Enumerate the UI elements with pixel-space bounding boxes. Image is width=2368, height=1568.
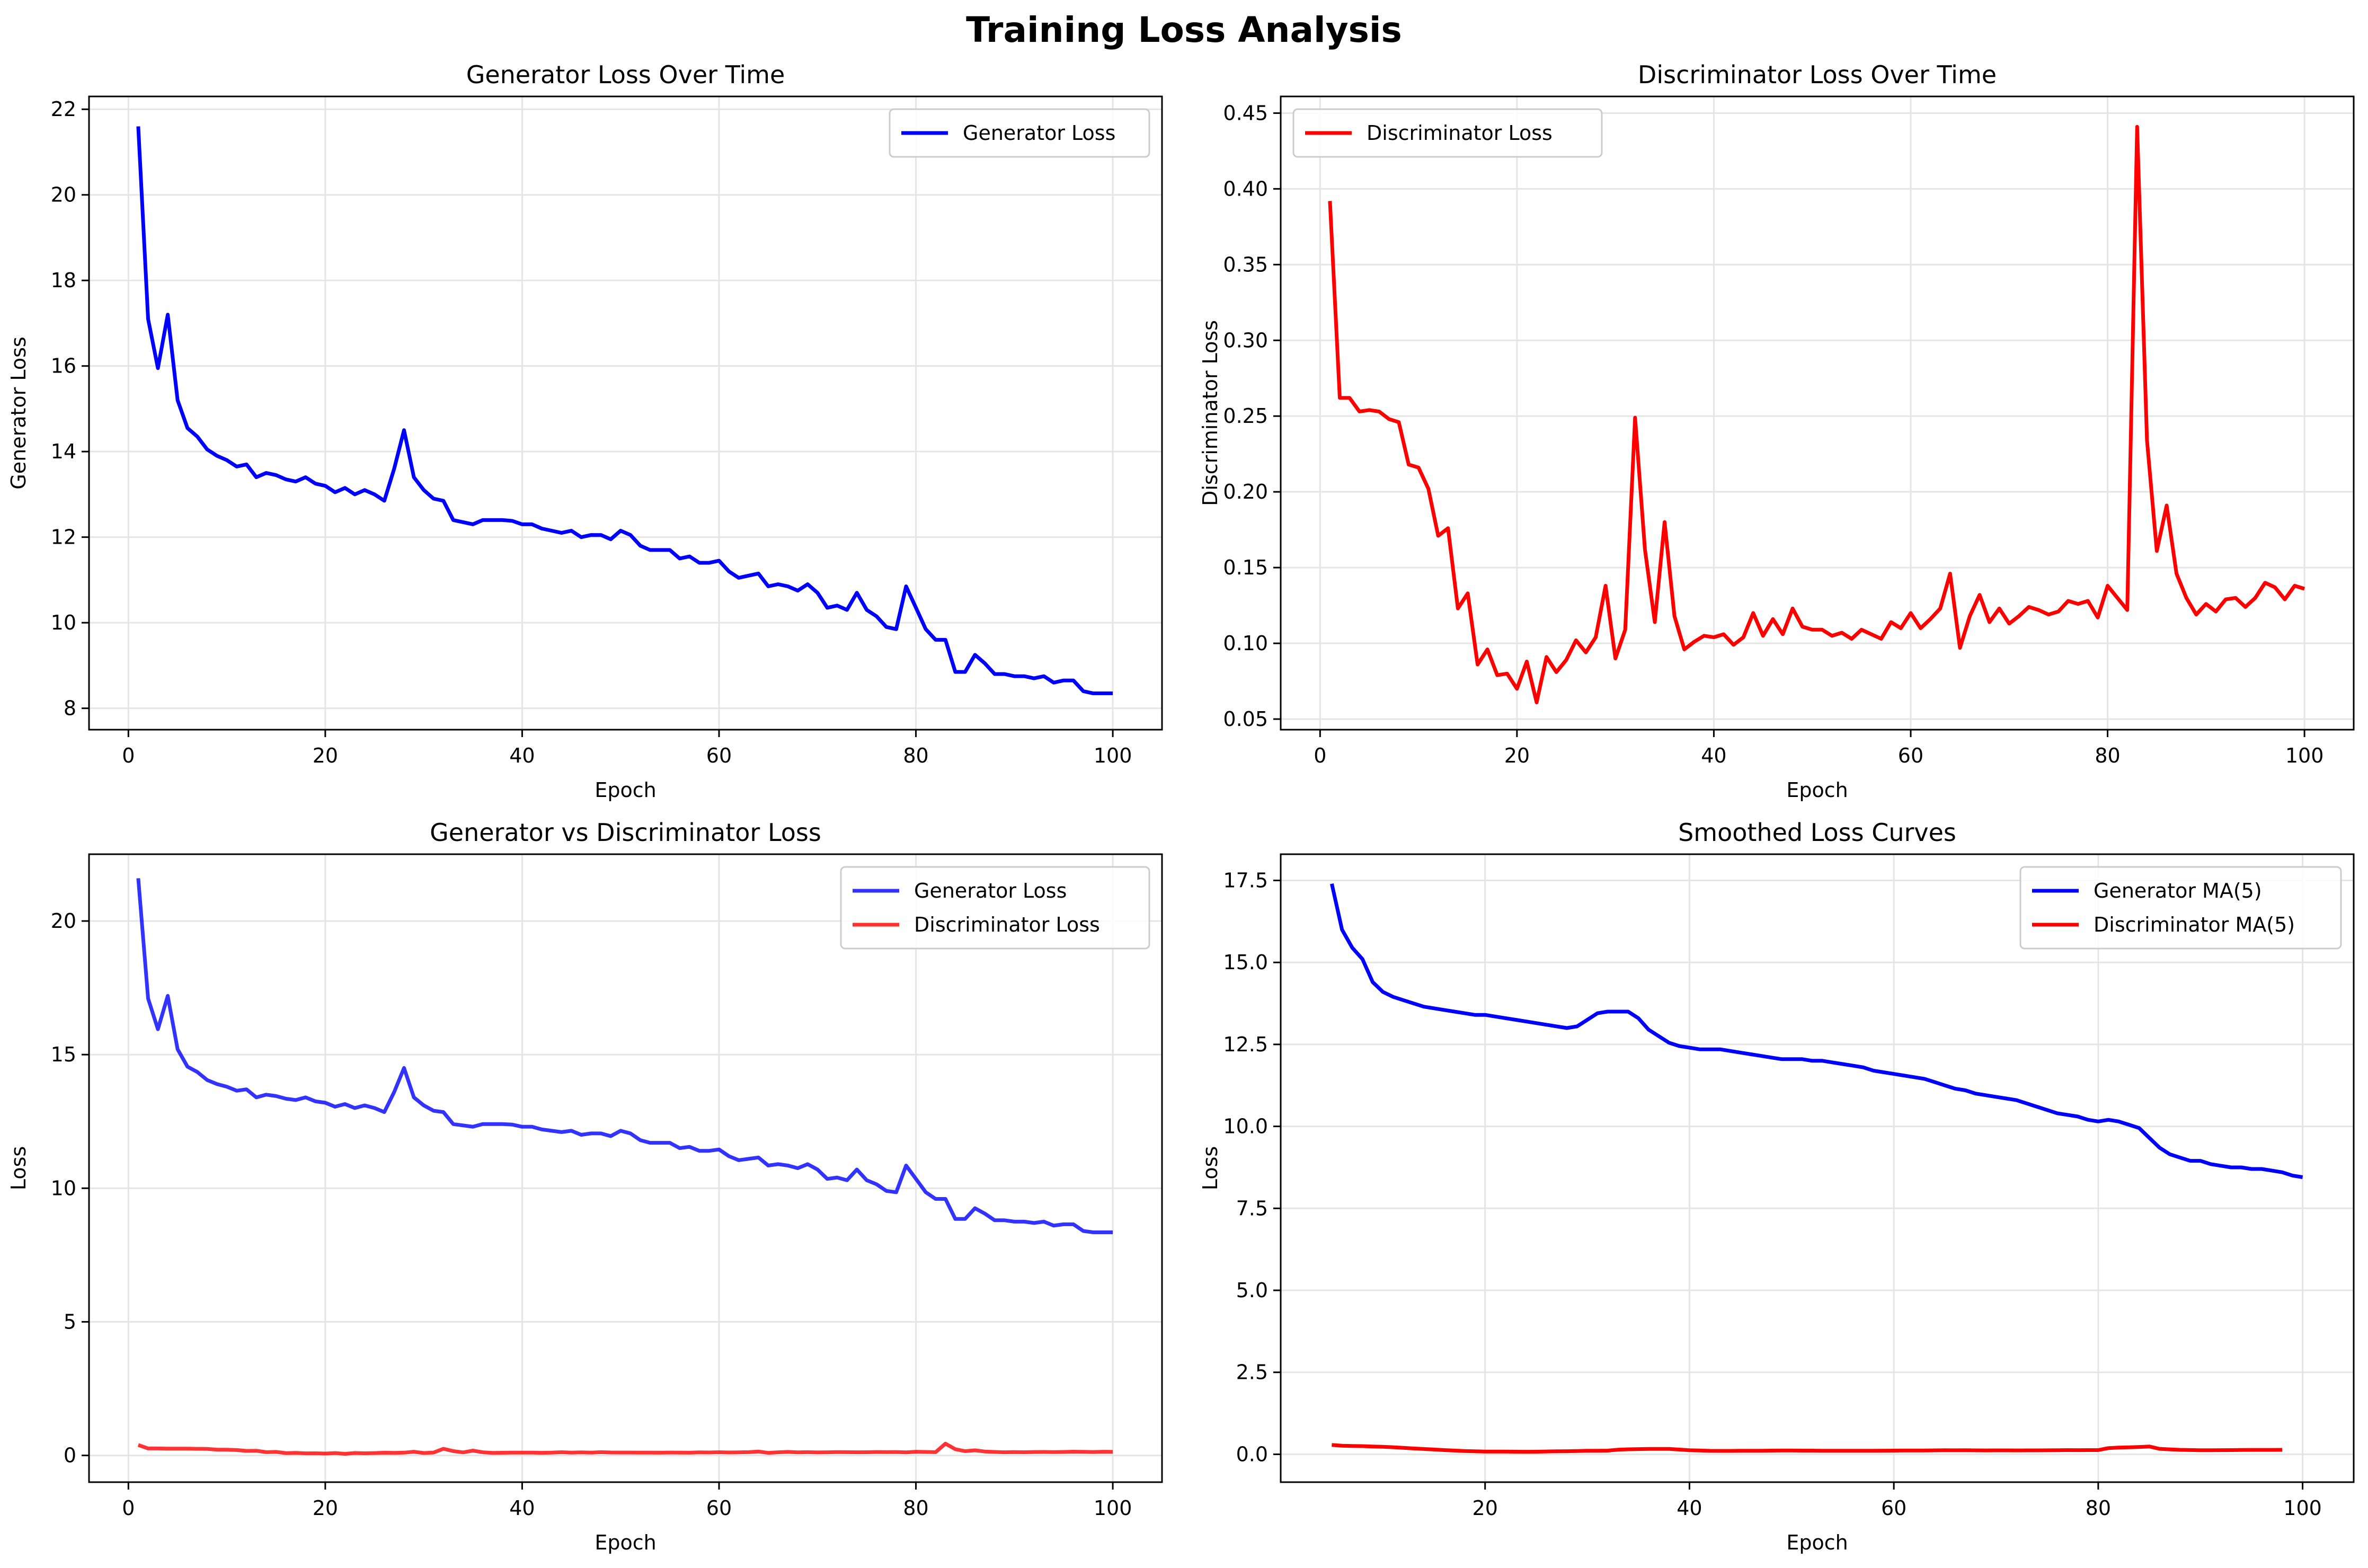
y-axis-label: Loss — [1199, 1146, 1222, 1190]
y-tick-label: 16 — [51, 355, 76, 378]
y-tick-label: 0.15 — [1223, 556, 1268, 579]
series-line-1 — [1329, 883, 2303, 1179]
y-tick-label: 14 — [51, 440, 76, 463]
legend-label: Generator Loss — [914, 879, 1067, 902]
x-tick-label: 40 — [509, 744, 535, 767]
series-line-1 — [136, 126, 1113, 695]
y-tick-label: 5.0 — [1236, 1279, 1268, 1302]
x-tick-label: 100 — [1094, 1496, 1132, 1520]
x-axis-label: Epoch — [595, 778, 656, 802]
subplot-4: 20 40 60 80 100 0.0 2.5 5.0 7.5 10.0 12.5 15.0 17.5 S… — [1199, 818, 2355, 1554]
x-axis-label: Epoch — [1786, 778, 1848, 802]
y-tick-label: 8 — [64, 697, 76, 720]
y-tick-label: 0.0 — [1236, 1442, 1268, 1466]
y-tick-label: 0.05 — [1223, 707, 1268, 731]
y-tick-label: 15.0 — [1223, 951, 1268, 974]
y-tick-label: 0.35 — [1223, 253, 1268, 276]
y-axis-label: Discriminator Loss — [1199, 320, 1222, 506]
y-tick-label: 20 — [51, 183, 76, 207]
x-tick-label: 80 — [2095, 744, 2120, 767]
legend-label: Generator MA(5) — [2094, 879, 2262, 902]
y-tick-label: 7.5 — [1236, 1197, 1268, 1220]
y-tick-label: 0.30 — [1223, 329, 1268, 352]
legend-label: Discriminator Loss — [1367, 121, 1553, 145]
y-tick-label: 17.5 — [1223, 869, 1268, 892]
legend-box — [840, 866, 1150, 950]
series-line-1 — [1328, 125, 2305, 704]
x-tick-label: 40 — [1701, 744, 1726, 767]
x-tick-label: 80 — [2086, 1496, 2111, 1520]
y-tick-label: 18 — [51, 269, 76, 292]
legend: Generator Loss — [889, 108, 1150, 158]
x-tick-label: 0 — [1314, 744, 1326, 767]
legend-label: Generator Loss — [963, 121, 1115, 145]
y-tick-label: 0.20 — [1223, 480, 1268, 503]
x-tick-label: 60 — [1881, 1496, 1906, 1520]
legend: Discriminator Loss — [1292, 108, 1603, 158]
y-tick-label: 0.45 — [1223, 101, 1268, 125]
x-tick-label: 20 — [1473, 1496, 1498, 1520]
x-tick-label: 100 — [2283, 1496, 2322, 1520]
x-axis-label: Epoch — [595, 1531, 656, 1554]
legend-box — [2019, 866, 2342, 950]
x-tick-label: 20 — [1504, 744, 1530, 767]
x-tick-label: 80 — [903, 1496, 928, 1520]
x-tick-label: 20 — [313, 1496, 338, 1520]
y-tick-label: 22 — [51, 98, 76, 121]
x-axis-label: Epoch — [1786, 1531, 1848, 1554]
y-tick-label: 2.5 — [1236, 1361, 1268, 1384]
legend: Generator Loss Discriminator Loss — [840, 866, 1150, 950]
legend-box — [1292, 108, 1603, 158]
axes-frame — [1280, 95, 2355, 731]
x-tick-label: 60 — [1898, 744, 1923, 767]
y-tick-label: 12.5 — [1223, 1033, 1268, 1056]
subplot-2: 0 20 40 60 80 100 0.05 0.10 0.15 0.20 0.25 0.30 0.35… — [1199, 60, 2355, 802]
series-line-2 — [1332, 1443, 2283, 1454]
y-tick-label: 0.40 — [1223, 177, 1268, 200]
x-tick-label: 80 — [903, 744, 928, 767]
y-tick-label: 5 — [64, 1310, 76, 1333]
y-tick-label: 15 — [51, 1043, 76, 1066]
legend-box — [889, 108, 1150, 158]
x-tick-label: 60 — [706, 744, 732, 767]
series-line-2 — [137, 1441, 1113, 1456]
x-tick-label: 0 — [122, 744, 135, 767]
subplot-title: Generator vs Discriminator Loss — [430, 818, 821, 847]
axes-frame — [88, 95, 1163, 731]
axes-frame — [1280, 853, 2355, 1483]
legend-label: Discriminator MA(5) — [2094, 913, 2295, 936]
series-line-1 — [136, 878, 1113, 1234]
subplot-title: Discriminator Loss Over Time — [1638, 60, 1997, 89]
legend: Generator MA(5) Discriminator MA(5) — [2019, 866, 2342, 950]
x-tick-label: 100 — [1094, 744, 1132, 767]
x-tick-label: 60 — [706, 1496, 732, 1520]
y-tick-label: 0.10 — [1223, 632, 1268, 655]
y-axis-label: Loss — [7, 1146, 30, 1190]
y-tick-label: 10 — [51, 611, 76, 634]
y-tick-label: 20 — [51, 909, 76, 933]
axes-frame — [88, 853, 1163, 1483]
y-tick-label: 0 — [64, 1444, 76, 1467]
x-tick-label: 40 — [509, 1496, 535, 1520]
x-tick-label: 20 — [313, 744, 338, 767]
subplot-3: 0 20 40 60 80 100 0 5 10 15 20 Generator vs Discrim… — [7, 818, 1163, 1554]
y-tick-label: 12 — [51, 526, 76, 549]
legend-label: Discriminator Loss — [914, 913, 1100, 936]
y-tick-label: 10 — [51, 1176, 76, 1200]
y-tick-label: 0.25 — [1223, 404, 1268, 428]
y-axis-label: Generator Loss — [7, 336, 30, 489]
y-tick-label: 10.0 — [1223, 1115, 1268, 1138]
figure-title: Training Loss Analysis — [966, 10, 1402, 50]
subplot-title: Generator Loss Over Time — [466, 60, 785, 89]
x-tick-label: 0 — [122, 1496, 135, 1520]
subplot-title: Smoothed Loss Curves — [1678, 818, 1956, 847]
x-tick-label: 40 — [1677, 1496, 1702, 1520]
x-tick-label: 100 — [2285, 744, 2324, 767]
subplot-1: 0 20 40 60 80 100 8 10 12 14 16 18 20 22 Generator Los… — [7, 60, 1163, 802]
